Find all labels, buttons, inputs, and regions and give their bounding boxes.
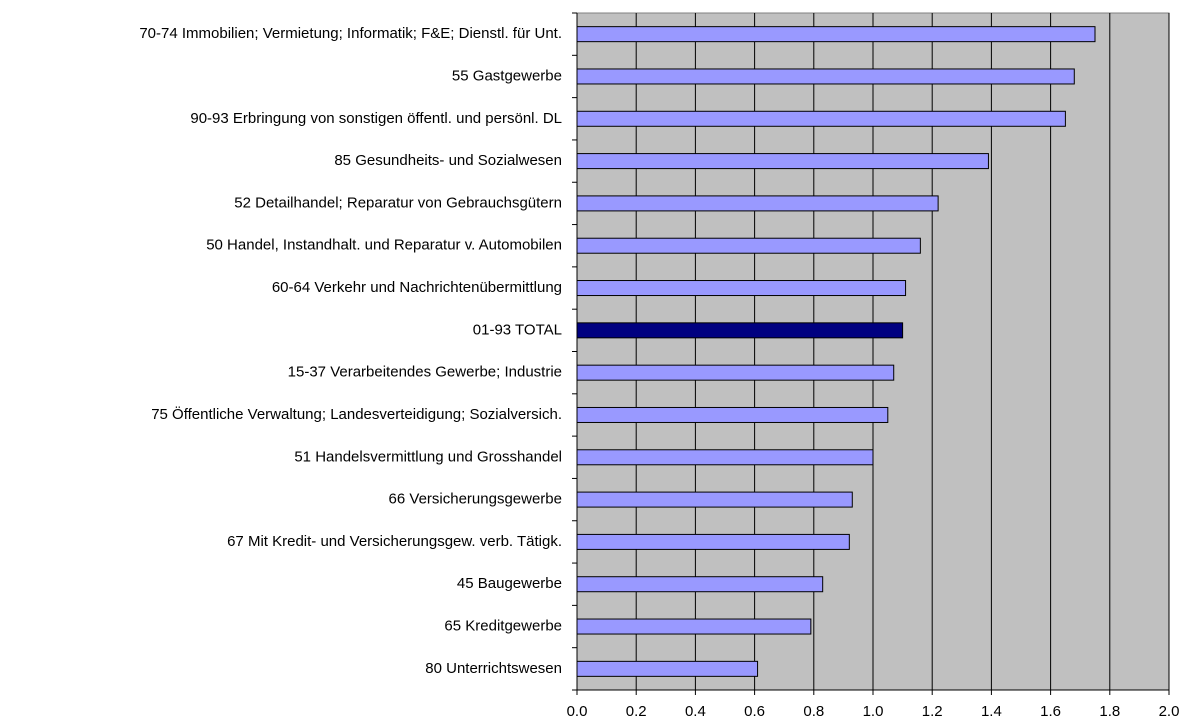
bar (576, 618, 812, 635)
x-tick-label: 1.4 (981, 703, 1002, 720)
x-tick-label: 0.6 (744, 703, 765, 720)
y-tick-label: 52 Detailhandel; Reparatur von Gebrauchs… (234, 194, 562, 211)
bar (576, 195, 939, 212)
y-tick-label: 45 Baugewerbe (457, 575, 562, 592)
x-tick-label: 1.8 (1099, 703, 1120, 720)
bar (576, 26, 1096, 43)
y-tick-label: 51 Handelsvermittlung und Grosshandel (294, 448, 562, 465)
bar (576, 491, 853, 508)
y-tick-label: 75 Öffentliche Verwaltung; Landesverteid… (151, 405, 562, 423)
y-tick-label: 85 Gesundheits- und Sozialwesen (334, 152, 562, 169)
bar (576, 449, 874, 466)
y-tick-label: 67 Mit Kredit- und Versicherungsgew. ver… (227, 533, 562, 550)
y-tick-label: 55 Gastgewerbe (452, 67, 562, 84)
x-tick-label: 0.4 (685, 703, 706, 720)
x-tick-label: 0.0 (567, 703, 588, 720)
x-tick-label: 2.0 (1159, 703, 1180, 720)
bar (576, 280, 907, 297)
y-tick-label: 80 Unterrichtswesen (425, 660, 562, 677)
bar (576, 406, 889, 423)
y-tick-label: 50 Handel, Instandhalt. und Reparatur v.… (206, 237, 562, 254)
x-tick-label: 1.2 (922, 703, 943, 720)
x-tick-label: 1.6 (1040, 703, 1061, 720)
bar (576, 660, 759, 677)
bar (576, 576, 824, 593)
y-tick-label: 15-37 Verarbeitendes Gewerbe; Industrie (288, 364, 562, 381)
bar (576, 110, 1066, 127)
x-tick-label: 0.8 (803, 703, 824, 720)
bar (576, 364, 895, 381)
x-tick-label: 0.2 (626, 703, 647, 720)
y-tick-label: 01-93 TOTAL (473, 321, 562, 338)
bar (576, 153, 989, 170)
bar (576, 237, 921, 254)
y-tick-label: 90-93 Erbringung von sonstigen öffentl. … (190, 110, 562, 127)
y-tick-label: 66 Versicherungsgewerbe (389, 491, 562, 508)
bar (576, 533, 850, 550)
y-tick-label: 65 Kreditgewerbe (444, 618, 562, 635)
y-tick-label: 70-74 Immobilien; Vermietung; Informatik… (139, 25, 562, 42)
bar (576, 68, 1075, 85)
x-tick-label: 1.0 (863, 703, 884, 720)
y-tick-label: 60-64 Verkehr und Nachrichtenübermittlun… (272, 279, 562, 296)
bar (576, 322, 904, 339)
